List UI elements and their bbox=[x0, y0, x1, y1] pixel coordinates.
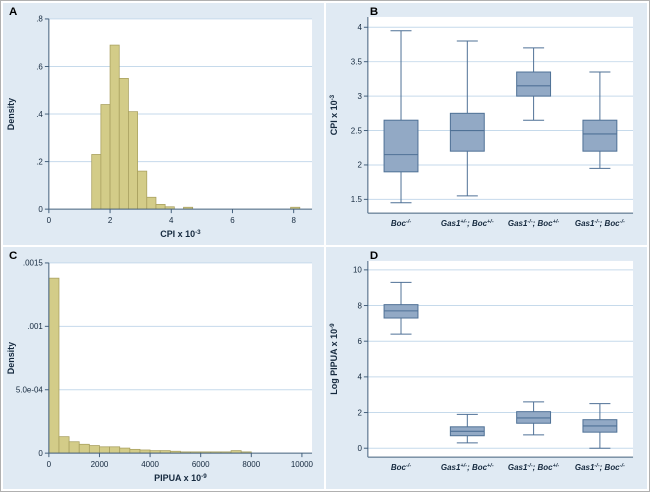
y-tick-label: .0015 bbox=[23, 259, 44, 268]
y-axis-title: CPI x 10-3 bbox=[329, 94, 339, 135]
y-tick-label: 3 bbox=[357, 92, 362, 101]
histogram-bar bbox=[99, 446, 110, 454]
histogram-bar bbox=[58, 436, 70, 454]
histogram-bar bbox=[78, 443, 90, 454]
y-axis-title-group: Log PIPUA x 10-9 bbox=[329, 323, 339, 395]
y-axis-title-group: Density bbox=[6, 98, 16, 130]
y-tick-label: .8 bbox=[36, 15, 43, 24]
panel-D-chart: Boc-/- Gas1+/-; Boc+/- Gas1-/-; Boc+/- Gas1… bbox=[326, 247, 647, 489]
x-tick-label: 6 bbox=[230, 216, 235, 225]
category-label: Boc-/- bbox=[391, 219, 411, 228]
box bbox=[449, 112, 485, 152]
x-tick-label: 2000 bbox=[91, 460, 109, 469]
y-axis-title: Log PIPUA x 10-9 bbox=[329, 323, 339, 395]
panel-A-histogram-cpi: 0 2 4 6 8 CPI x 10-3 0 .2 .4 .6 .8 Density A bbox=[3, 3, 324, 245]
y-tick-label: 3.5 bbox=[351, 57, 363, 66]
y-tick-label: 2 bbox=[357, 161, 362, 170]
x-tick-label: 6000 bbox=[192, 460, 210, 469]
x-tick-label: 8 bbox=[291, 216, 296, 225]
x-tick-label: 2 bbox=[108, 216, 113, 225]
panel-B-chart: Boc-/- Gas1+/-; Boc+/- Gas1-/-; Boc+/- Gas1… bbox=[326, 3, 647, 245]
category-label: Gas1-/-; Boc-/- bbox=[575, 463, 625, 472]
panel-D-boxplot-pipua: Boc-/- Gas1+/-; Boc+/- Gas1-/-; Boc+/- Gas1… bbox=[326, 247, 647, 489]
box bbox=[582, 119, 618, 152]
y-tick-label: 0 bbox=[38, 205, 43, 214]
category-label: Gas1-/-; Boc+/- bbox=[508, 463, 560, 472]
y-axis-title-group: Density bbox=[6, 342, 16, 374]
panel-B-boxplot-cpi: Boc-/- Gas1+/-; Boc+/- Gas1-/-; Boc+/- Gas1… bbox=[326, 3, 647, 245]
y-tick-label: 6 bbox=[357, 337, 362, 346]
histogram-bar bbox=[119, 447, 131, 454]
histogram-bar bbox=[146, 196, 157, 210]
x-tick-label: 4 bbox=[169, 216, 174, 225]
y-tick-label: 2.5 bbox=[351, 126, 363, 135]
x-axis-title: PIPUA x 10-9 bbox=[154, 473, 207, 483]
histogram-bar bbox=[155, 204, 166, 210]
histogram-bar bbox=[48, 277, 60, 454]
histogram-bar bbox=[68, 441, 80, 454]
category-label: Gas1-/-; Boc+/- bbox=[508, 219, 560, 228]
panel-letter: A bbox=[9, 6, 17, 18]
panel-C-chart: 0 2000 4000 6000 8000 10000 PIPUA x 10-9 0 5.0e-… bbox=[3, 247, 324, 489]
histogram-bar bbox=[100, 104, 111, 210]
y-tick-label: 10 bbox=[353, 266, 362, 275]
box bbox=[383, 119, 419, 173]
y-tick-label: 4 bbox=[357, 373, 362, 382]
histogram-bar bbox=[129, 448, 141, 454]
histogram-bar bbox=[88, 445, 100, 454]
y-tick-label: 1.5 bbox=[351, 195, 363, 204]
y-tick-label: .001 bbox=[27, 322, 43, 331]
category-label: Boc-/- bbox=[391, 463, 411, 472]
x-tick-label: 4000 bbox=[141, 460, 159, 469]
y-tick-label: .4 bbox=[36, 110, 43, 119]
y-tick-label: 0 bbox=[38, 449, 43, 458]
y-tick-label: 8 bbox=[357, 301, 362, 310]
y-tick-label: 2 bbox=[357, 408, 362, 417]
panel-A-chart: 0 2 4 6 8 CPI x 10-3 0 .2 .4 .6 .8 Density A bbox=[3, 3, 324, 245]
x-tick-label: 0 bbox=[47, 216, 52, 225]
y-tick-label: .2 bbox=[36, 157, 43, 166]
category-label: Gas1+/-; Boc+/- bbox=[441, 219, 494, 228]
x-tick-label: 0 bbox=[47, 460, 52, 469]
panel-letter: D bbox=[370, 250, 378, 262]
box bbox=[516, 71, 552, 97]
x-tick-label: 10000 bbox=[291, 460, 314, 469]
category-label: Gas1-/-; Boc-/- bbox=[575, 219, 625, 228]
panel-letter: B bbox=[370, 6, 378, 18]
y-axis-title-group: CPI x 10-3 bbox=[329, 94, 339, 135]
y-tick-label: .6 bbox=[36, 62, 43, 71]
panel-C-histogram-pipua: 0 2000 4000 6000 8000 10000 PIPUA x 10-9 0 5.0e-… bbox=[3, 247, 324, 489]
histogram-bar bbox=[128, 111, 138, 210]
panel-letter: C bbox=[9, 250, 17, 262]
histogram-bar bbox=[109, 446, 121, 454]
histogram-bar bbox=[118, 78, 129, 210]
histogram-bar bbox=[137, 170, 148, 210]
plot-area bbox=[367, 16, 634, 214]
x-tick-label: 8000 bbox=[242, 460, 260, 469]
histogram-bar bbox=[109, 44, 120, 210]
y-tick-label: 0 bbox=[357, 444, 362, 453]
histogram-bar bbox=[91, 154, 102, 210]
plot-area bbox=[48, 262, 313, 454]
y-tick-label: 4 bbox=[357, 23, 362, 32]
x-axis-title: CPI x 10-3 bbox=[160, 229, 201, 239]
y-tick-label: 5.0e-04 bbox=[16, 386, 44, 395]
y-axis-title: Density bbox=[6, 98, 16, 130]
y-axis-title: Density bbox=[6, 342, 16, 374]
category-label: Gas1+/-; Boc+/- bbox=[441, 463, 494, 472]
